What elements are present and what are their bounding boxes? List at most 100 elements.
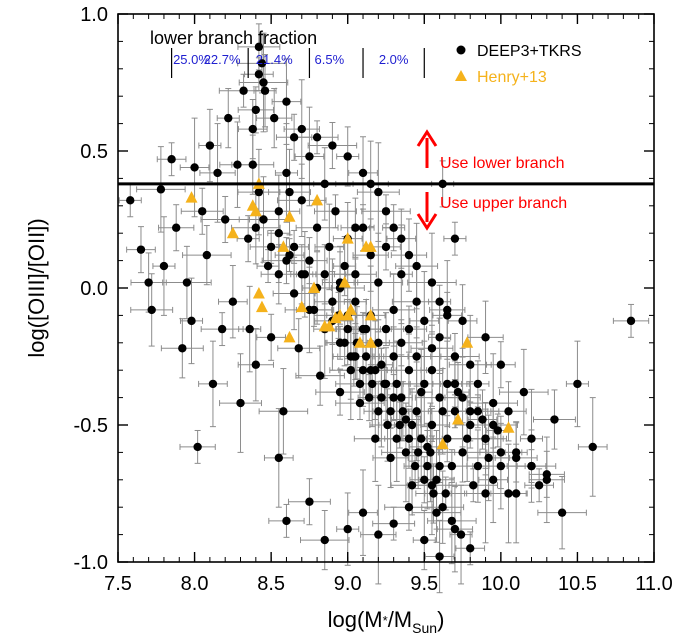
deep3-point: [282, 256, 291, 265]
x-axis-ticks: 7.5 8.0 8.5 9.0 9.5 10.0 10.5 11.0: [104, 14, 673, 595]
deep3-point: [435, 461, 444, 471]
deep3-point: [404, 250, 414, 260]
deep3-point: [389, 519, 398, 528]
x-tick-label: 9.5: [410, 573, 438, 595]
henry13-point: [364, 336, 377, 348]
y-tick-label: 1.0: [80, 4, 108, 26]
deep3-point: [343, 524, 352, 534]
deep3-point: [340, 338, 349, 347]
deep3-point: [182, 278, 192, 287]
henry13-point: [436, 437, 449, 450]
deep3-point: [447, 516, 457, 526]
deep3-point: [343, 152, 352, 161]
deep3-point: [427, 420, 437, 430]
deep3-point: [496, 461, 506, 471]
deep3-point: [320, 270, 329, 279]
deep3-point: [259, 215, 268, 224]
deep3-point: [205, 141, 215, 150]
deep3-point: [496, 360, 506, 369]
deep3-point: [469, 481, 478, 490]
deep3-point: [374, 187, 383, 197]
deep3-point: [435, 333, 444, 342]
deep3-point: [423, 461, 432, 471]
deep3-point: [371, 434, 380, 443]
deep3-point: [432, 508, 441, 517]
deep3-point: [389, 393, 398, 402]
use-upper-branch-label: Use upper branch: [440, 195, 567, 212]
deep3-point: [358, 508, 368, 517]
deep3-point: [136, 245, 146, 254]
y-tick-label: -1.0: [74, 552, 108, 574]
x-tick-label: 8.0: [181, 573, 209, 595]
deep3-point: [358, 223, 368, 232]
deep3-point: [473, 461, 483, 471]
deep3-point: [481, 489, 490, 498]
fraction-label: 22.7%: [204, 52, 241, 67]
deep3-point: [248, 124, 257, 134]
deep3-point: [429, 489, 438, 498]
deep3-point: [489, 475, 498, 484]
deep3-point: [312, 223, 322, 232]
deep3-point: [450, 234, 460, 243]
deep3-point: [395, 420, 404, 430]
deep3-point: [527, 434, 536, 443]
deep3-point: [557, 508, 567, 517]
deep3-point: [305, 497, 314, 506]
deep3-point: [420, 316, 429, 326]
deep3-point: [542, 475, 551, 484]
deep3-point: [404, 324, 414, 334]
deep3-point: [224, 113, 233, 123]
henry13-point: [295, 300, 308, 313]
deep3-point: [156, 185, 166, 194]
down-arrow-head: [416, 213, 438, 231]
deep3-point: [381, 207, 391, 216]
deep3-point: [361, 352, 371, 361]
henry13-point: [311, 193, 324, 206]
deep3-point: [398, 407, 408, 416]
deep3-point: [190, 163, 199, 172]
deep3-point: [282, 168, 291, 178]
fraction-label: 21.4%: [256, 52, 293, 67]
deep3-point: [420, 535, 429, 545]
deep3-point: [432, 475, 441, 484]
deep3-point: [441, 489, 450, 498]
branch-arrows: Use lower branch Use upper branch: [416, 129, 567, 231]
deep3-point: [257, 59, 267, 68]
deep3-point: [389, 305, 398, 315]
deep3-point: [412, 297, 421, 306]
deep3-point: [305, 152, 314, 161]
deep3-point: [392, 434, 401, 443]
deep3-point: [126, 196, 135, 205]
deep3-point: [450, 379, 460, 389]
fraction-dividers: 25.0%22.7% 21.4% 6.5% 2.0%: [171, 48, 425, 78]
deep3-point: [466, 407, 475, 416]
deep3-point: [550, 415, 559, 424]
deep3-point: [167, 155, 176, 164]
deep3-point: [435, 297, 444, 306]
henry13-point: [502, 421, 515, 433]
deep3-point: [456, 530, 466, 539]
deep3-point: [374, 530, 383, 539]
deep3-point: [202, 250, 212, 260]
deep3-point: [458, 448, 467, 457]
y-tick-label: -0.5: [74, 415, 108, 437]
fraction-title: lower branch fraction: [150, 28, 317, 48]
deep3-point: [374, 278, 383, 287]
deep3-point: [447, 461, 457, 471]
deep3-point: [466, 544, 475, 553]
deep3-point: [496, 448, 506, 457]
henry13-point: [334, 308, 347, 321]
deep3-point: [401, 415, 411, 424]
deep3-point: [481, 333, 490, 342]
deep3-point: [217, 324, 227, 334]
deep3-point: [254, 70, 264, 79]
xlabel-sub-star: *: [383, 613, 388, 628]
legend-henry-marker: [455, 70, 467, 81]
deep3-point: [368, 379, 377, 389]
deep3-point: [493, 426, 502, 435]
deep3-point: [381, 242, 391, 252]
deep3-point: [328, 141, 337, 150]
x-tick-label: 10.0: [481, 573, 520, 595]
deep3-point: [208, 379, 218, 389]
